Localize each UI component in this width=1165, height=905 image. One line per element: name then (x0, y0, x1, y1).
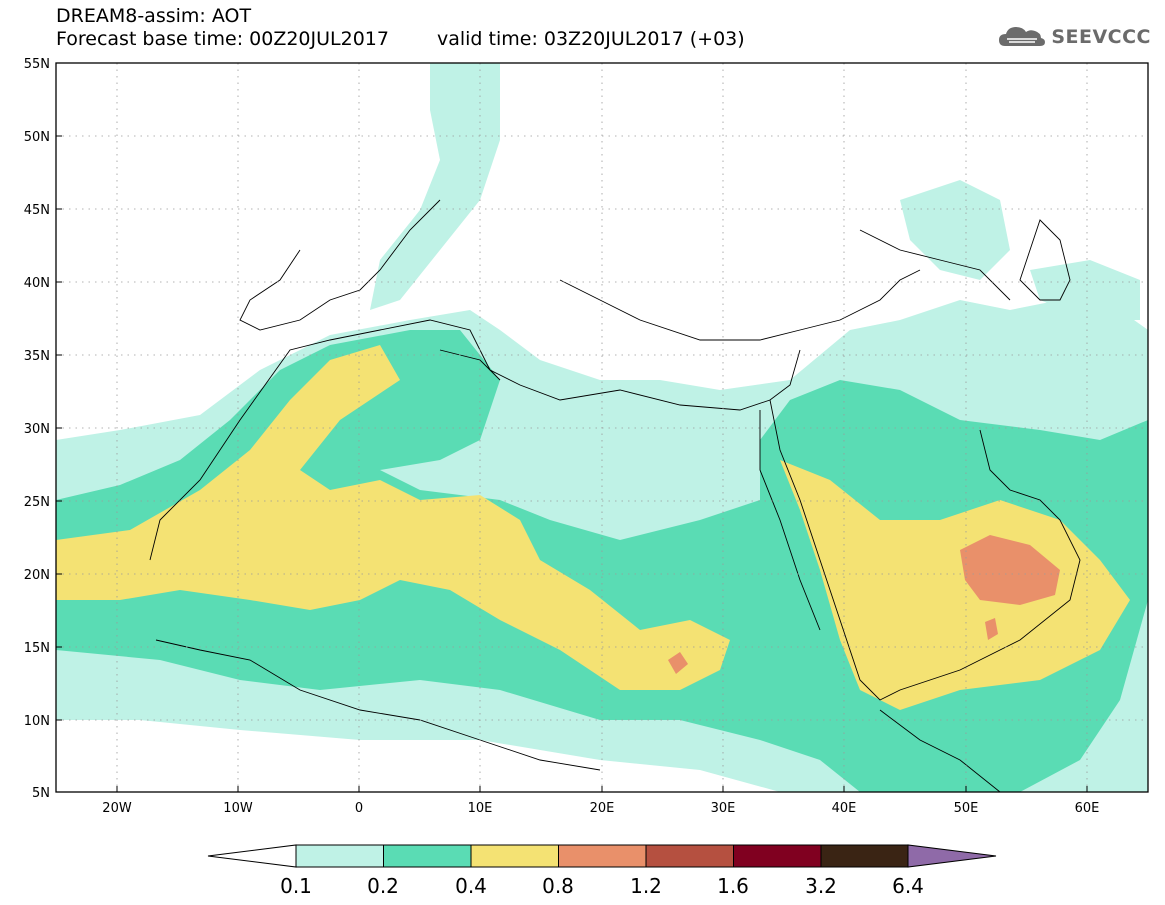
forecast-times: Forecast base time: 00Z20JUL2017 valid ti… (56, 28, 745, 50)
colorbar-box (383, 844, 472, 868)
colorbar-boxes (295, 844, 909, 868)
lon-label: 30E (711, 801, 736, 816)
colorbar-box (558, 844, 647, 868)
lon-label: 20W (102, 801, 132, 816)
aot-level-0.4 (56, 345, 730, 690)
lon-label: 50E (954, 801, 979, 816)
aot-level-0.1 (370, 63, 500, 310)
map-title: DREAM8-assim: AOT (56, 5, 252, 27)
lon-label: 60E (1075, 801, 1100, 816)
lon-label: 20E (590, 801, 615, 816)
colorbar-label: 6.4 (892, 874, 924, 898)
axis-ticks (56, 62, 1088, 793)
aot-level-0.8 (985, 618, 998, 640)
colorbar-label: 3.2 (805, 874, 837, 898)
colorbar-high-arrow (907, 844, 997, 868)
lat-label: 20N (24, 568, 50, 583)
lon-labels: 20W 10W 0 10E 20E 30E 40E 50E 60E (102, 801, 1099, 816)
colorbar-label: 1.2 (630, 874, 662, 898)
colorbar-box (645, 844, 734, 868)
lat-labels: 55N 50N 45N 40N 35N 30N 25N 20N 15N 10N … (24, 57, 50, 801)
colorbar-box (733, 844, 822, 868)
lat-label: 10N (24, 714, 50, 729)
lat-label: 5N (32, 786, 50, 801)
colorbar-low-arrow (207, 844, 297, 868)
cloud-icon (999, 27, 1046, 46)
aot-level-0.8 (960, 535, 1060, 605)
logo-text: SEEVCCC (1051, 26, 1151, 48)
lat-label: 25N (24, 495, 50, 510)
lat-label: 40N (24, 276, 50, 291)
lon-label: 0 (355, 801, 363, 816)
seevccc-logo: SEEVCCC (997, 24, 1151, 50)
aot-level-0.1 (900, 180, 1010, 280)
lat-label: 30N (24, 422, 50, 437)
colorbar-label: 1.6 (717, 874, 749, 898)
lon-label: 10W (223, 801, 253, 816)
valid-time: valid time: 03Z20JUL2017 (+03) (436, 28, 745, 50)
colorbar-box (820, 844, 909, 868)
colorbar-label: 0.8 (542, 874, 574, 898)
colorbar-label: 0.2 (367, 874, 399, 898)
aot-level-0.8 (668, 652, 688, 674)
lat-label: 45N (24, 203, 50, 218)
lon-label: 10E (468, 801, 493, 816)
lat-label: 55N (24, 57, 50, 72)
colorbar-box (470, 844, 559, 868)
colorbar-labels: 0.1 0.2 0.4 0.8 1.2 1.6 3.2 6.4 (280, 874, 924, 898)
aot-level-0.4 (780, 460, 1130, 710)
base-time: Forecast base time: 00Z20JUL2017 (56, 28, 389, 50)
colorbar (207, 844, 997, 868)
grid-lines (56, 63, 1148, 792)
colorbar-box (295, 844, 384, 868)
lat-label: 35N (24, 349, 50, 364)
colorbar-label: 0.4 (455, 874, 487, 898)
lat-label: 50N (24, 130, 50, 145)
colorbar-label: 0.1 (280, 874, 312, 898)
aot-level-0.1 (1030, 260, 1140, 320)
lon-label: 40E (832, 801, 857, 816)
lat-label: 15N (24, 641, 50, 656)
